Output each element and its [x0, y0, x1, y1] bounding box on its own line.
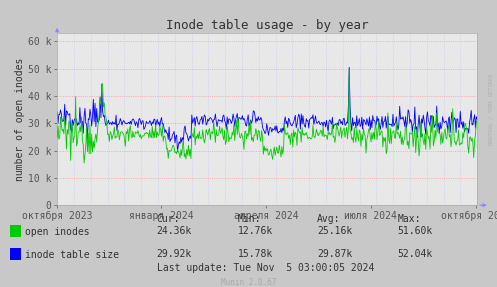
Text: open inodes: open inodes [25, 228, 89, 237]
Text: 29.92k: 29.92k [157, 249, 192, 259]
Text: Cur:: Cur: [157, 214, 180, 224]
Text: Max:: Max: [398, 214, 421, 224]
Text: 29.87k: 29.87k [317, 249, 352, 259]
Text: 52.04k: 52.04k [398, 249, 433, 259]
Text: 24.36k: 24.36k [157, 226, 192, 236]
Text: inode table size: inode table size [25, 251, 119, 260]
Text: 25.16k: 25.16k [317, 226, 352, 236]
Text: Last update: Tue Nov  5 03:00:05 2024: Last update: Tue Nov 5 03:00:05 2024 [157, 263, 374, 273]
Text: 12.76k: 12.76k [238, 226, 273, 236]
Y-axis label: number of open inodes: number of open inodes [15, 57, 25, 181]
Text: Munin 2.0.67: Munin 2.0.67 [221, 278, 276, 287]
Text: Avg:: Avg: [317, 214, 340, 224]
Text: 51.60k: 51.60k [398, 226, 433, 236]
Text: Min:: Min: [238, 214, 261, 224]
Text: RRDTOOL / TOBI OETIKER: RRDTOOL / TOBI OETIKER [488, 73, 493, 145]
Text: 15.78k: 15.78k [238, 249, 273, 259]
Title: Inode table usage - by year: Inode table usage - by year [166, 19, 368, 32]
